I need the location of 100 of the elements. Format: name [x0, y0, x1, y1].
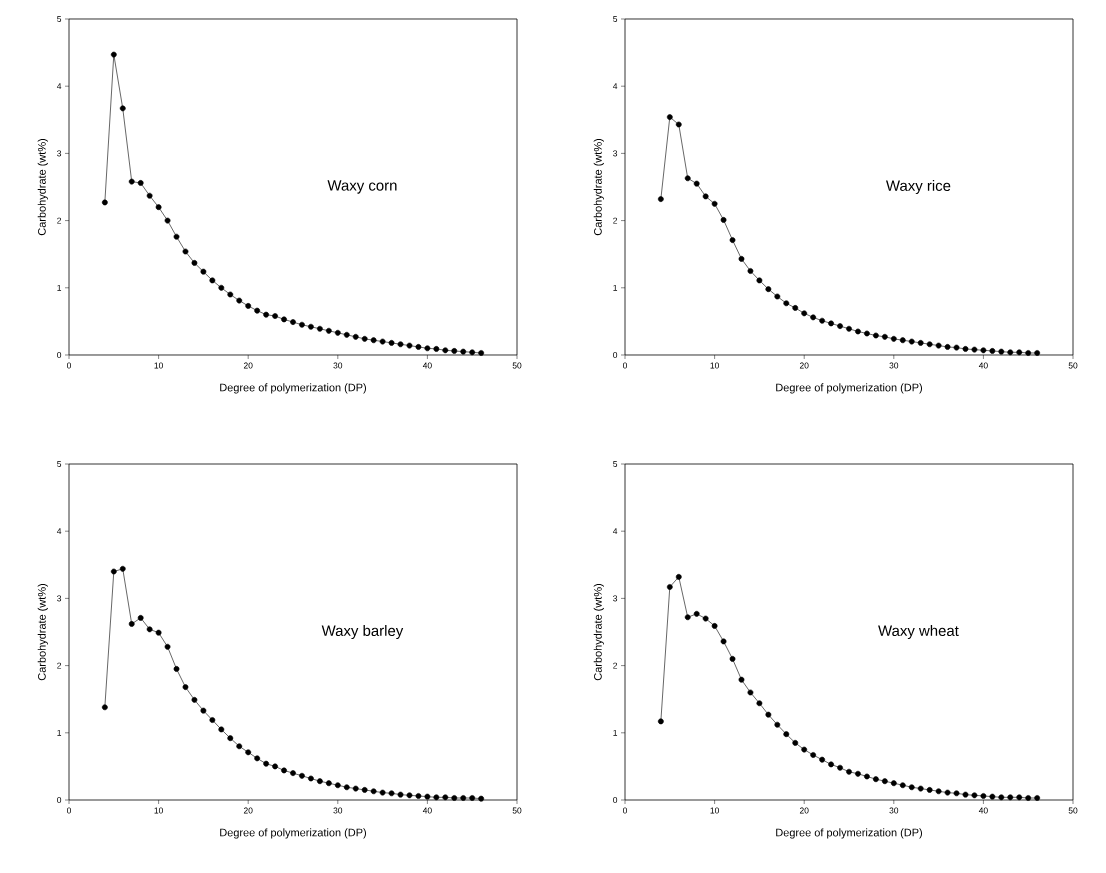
point	[1034, 350, 1041, 356]
point	[325, 780, 332, 787]
x-tick-label: 20	[243, 362, 253, 369]
point	[1025, 350, 1032, 356]
point	[290, 319, 296, 325]
point	[890, 780, 897, 787]
point	[299, 772, 305, 779]
point	[361, 335, 368, 342]
point	[442, 794, 449, 801]
y-tick-label: 2	[613, 662, 618, 669]
point	[173, 233, 180, 240]
point	[110, 568, 117, 575]
y-tick-label: 3	[57, 150, 62, 157]
point	[720, 217, 727, 223]
x-tick-label: 30	[333, 362, 343, 369]
y-tick-label: 5	[57, 16, 62, 22]
point	[182, 248, 189, 255]
point	[101, 199, 108, 206]
point	[747, 689, 754, 696]
point	[415, 344, 422, 350]
x-tick-label: 10	[710, 362, 719, 369]
point	[953, 790, 960, 797]
point	[245, 749, 252, 756]
point	[1016, 794, 1023, 801]
point	[1016, 349, 1023, 356]
y-tick-label: 4	[56, 83, 62, 90]
point	[209, 277, 216, 284]
point	[254, 307, 261, 314]
point	[334, 782, 341, 789]
y-tick-label: 0	[57, 352, 62, 358]
point	[881, 778, 888, 785]
point	[846, 325, 852, 332]
point	[379, 338, 386, 345]
point	[1034, 795, 1041, 801]
point	[944, 789, 951, 796]
point	[334, 329, 341, 336]
x-tick-label: 20	[243, 807, 253, 814]
point	[236, 743, 243, 750]
point	[272, 763, 278, 770]
point	[119, 105, 126, 112]
point	[316, 325, 323, 332]
y-tick-label: 4	[56, 528, 62, 535]
point	[343, 784, 350, 791]
point	[191, 260, 198, 266]
annotation: Waxy rice	[885, 180, 951, 194]
point	[388, 790, 395, 797]
point	[998, 794, 1005, 801]
point	[128, 621, 135, 627]
point	[281, 316, 287, 323]
y-tick-label: 3	[613, 150, 618, 157]
point	[792, 739, 799, 746]
point	[702, 193, 709, 200]
x-tick-label: 0	[622, 807, 628, 814]
point	[146, 192, 153, 199]
point	[209, 717, 216, 723]
x-tick-label: 50	[512, 362, 522, 369]
x-tick-label: 40	[422, 362, 432, 369]
annotation: Waxy barley	[321, 625, 404, 639]
point	[433, 794, 440, 801]
point	[989, 793, 996, 800]
point	[729, 237, 736, 243]
point	[873, 332, 879, 339]
point	[478, 795, 485, 802]
point	[370, 337, 377, 344]
point	[460, 795, 467, 801]
point	[308, 323, 314, 330]
point	[971, 346, 978, 353]
point	[926, 341, 933, 348]
point	[765, 711, 772, 718]
point	[675, 121, 682, 128]
point	[469, 795, 476, 801]
point	[801, 746, 808, 753]
point	[110, 51, 117, 58]
point	[388, 340, 395, 346]
x-tick-label: 10	[154, 362, 163, 369]
point	[810, 752, 817, 758]
point	[935, 342, 942, 349]
point	[352, 785, 359, 792]
x-axis-title: Degree of polymerization (DP)	[776, 383, 922, 394]
point	[308, 775, 314, 782]
x-tick-label: 50	[1068, 807, 1078, 814]
y-tick-label: 3	[613, 595, 618, 602]
point	[415, 793, 422, 799]
point	[128, 178, 135, 185]
point	[783, 731, 790, 738]
x-tick-label: 10	[710, 807, 719, 814]
point	[926, 787, 933, 793]
point	[1007, 794, 1014, 801]
point	[675, 574, 682, 580]
point	[935, 788, 942, 795]
point	[236, 297, 243, 304]
point	[281, 767, 287, 774]
point	[361, 787, 368, 793]
y-tick-label: 1	[613, 284, 618, 291]
point	[370, 788, 377, 795]
x-tick-label: 50	[512, 807, 522, 814]
x-axis-title: Degree of polymerization (DP)	[220, 383, 366, 394]
y-tick-label: 5	[613, 461, 618, 467]
point	[899, 782, 906, 789]
point	[397, 341, 404, 348]
